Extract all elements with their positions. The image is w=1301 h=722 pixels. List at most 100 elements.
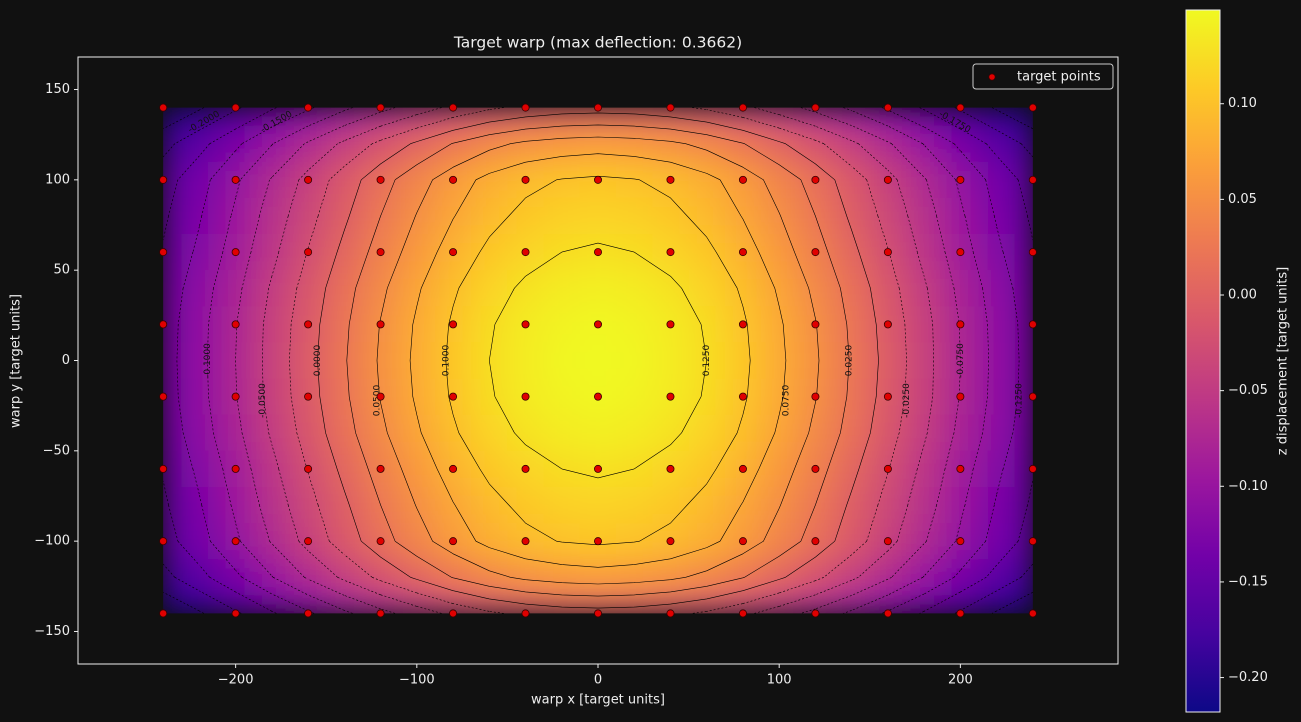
heatmap-cell xyxy=(869,342,907,380)
target-point xyxy=(594,609,603,618)
heatmap-cell xyxy=(217,414,255,452)
y-tick-label: 150 xyxy=(45,82,70,97)
target-point xyxy=(883,175,892,184)
target-point xyxy=(883,320,892,329)
heatmap-cell xyxy=(507,414,545,452)
target-point xyxy=(231,537,240,546)
heatmap-cell xyxy=(434,197,472,235)
target-point xyxy=(738,248,747,257)
contour-label: 0.1000 xyxy=(441,344,451,376)
heatmap-cell xyxy=(616,197,653,235)
target-point xyxy=(304,392,313,401)
target-point xyxy=(811,609,820,618)
heatmap-cell xyxy=(398,234,436,271)
heatmap-cell xyxy=(688,595,726,614)
heatmap-cell xyxy=(1014,197,1033,235)
heatmap-cell xyxy=(797,125,835,163)
target-point xyxy=(521,248,530,257)
heatmap-cell xyxy=(616,306,653,344)
heatmap-cell xyxy=(434,486,472,524)
heatmap-cell xyxy=(688,270,726,307)
heatmap-cell xyxy=(616,270,653,307)
target-point xyxy=(738,609,747,618)
contour-line xyxy=(162,107,1034,614)
heatmap-cell xyxy=(1014,270,1033,307)
heatmap-cell xyxy=(543,234,581,271)
colorbar-tick-label: −0.20 xyxy=(1228,670,1268,685)
heatmap-cell xyxy=(362,414,400,452)
target-point xyxy=(811,175,820,184)
target-point xyxy=(1028,537,1037,546)
target-point xyxy=(883,248,892,257)
heatmap-cell xyxy=(326,595,364,614)
y-tick-label: −50 xyxy=(43,443,70,458)
heatmap-cell xyxy=(1014,559,1033,596)
heatmap-cell xyxy=(616,595,653,614)
heatmap-cell xyxy=(543,414,581,452)
colorbar-tick-label: 0.05 xyxy=(1228,192,1257,207)
scatter xyxy=(159,103,1037,618)
colorbar-tick-label: −0.10 xyxy=(1228,479,1268,494)
target-point xyxy=(304,248,313,257)
heatmap-cell xyxy=(543,486,581,524)
contour-line xyxy=(176,107,1020,614)
heatmap-cell xyxy=(688,450,726,488)
heatmap-cell xyxy=(1014,414,1033,452)
target-point xyxy=(811,464,820,473)
heatmap-cell xyxy=(181,559,219,596)
heatmap-cell xyxy=(434,125,472,163)
target-point xyxy=(449,392,458,401)
heatmap-cell xyxy=(761,414,798,452)
target-point xyxy=(159,320,168,329)
heatmap-cell xyxy=(289,125,327,163)
target-point xyxy=(521,609,530,618)
heatmap-cell xyxy=(616,414,653,452)
heatmap-cell xyxy=(163,414,182,452)
heatmap-cell xyxy=(833,197,871,235)
target-point xyxy=(304,320,313,329)
target-point xyxy=(159,103,168,112)
target-point xyxy=(376,103,385,112)
heatmap-cell xyxy=(724,270,762,307)
colorbar-label: z displacement [target units] xyxy=(1276,267,1291,455)
heatmap-cell xyxy=(181,595,219,614)
target-point xyxy=(304,464,313,473)
target-point xyxy=(956,392,965,401)
heatmap-cell xyxy=(616,523,653,560)
target-point xyxy=(811,537,820,546)
heatmap-cell xyxy=(289,486,327,524)
target-point xyxy=(449,320,458,329)
heatmap-cell xyxy=(362,107,400,127)
target-point xyxy=(231,248,240,257)
heatmap-cell xyxy=(326,523,364,560)
target-point xyxy=(304,103,313,112)
target-point xyxy=(231,464,240,473)
y-tick-label: 50 xyxy=(53,263,70,278)
heatmap-cell xyxy=(398,270,436,307)
target-point xyxy=(449,175,458,184)
heatmap-cell xyxy=(906,125,943,163)
heatmap-cell xyxy=(616,107,653,127)
target-point xyxy=(594,175,603,184)
heatmap-cell xyxy=(978,197,1016,235)
heatmap-cell xyxy=(724,197,762,235)
target-point xyxy=(376,175,385,184)
heatmap-cell xyxy=(761,523,798,560)
heatmap-cell xyxy=(253,342,291,380)
axes: −200 −100 0 100 200 −150 −100 −50 0 50 100 150 xyxy=(34,56,1119,688)
heatmap-cell xyxy=(906,450,943,488)
heatmap-cell xyxy=(579,595,617,614)
heatmap-cell xyxy=(1014,107,1033,127)
heatmap-cell xyxy=(471,378,509,416)
target-point xyxy=(521,175,530,184)
target-point xyxy=(956,103,965,112)
target-point xyxy=(666,248,675,257)
target-point xyxy=(159,248,168,257)
target-point xyxy=(231,392,240,401)
heatmap-cell xyxy=(253,234,291,271)
heatmap-cell xyxy=(217,595,255,614)
target-point xyxy=(159,464,168,473)
colorbar-tick-label: 0.10 xyxy=(1228,96,1257,111)
heatmap-cell xyxy=(833,270,871,307)
